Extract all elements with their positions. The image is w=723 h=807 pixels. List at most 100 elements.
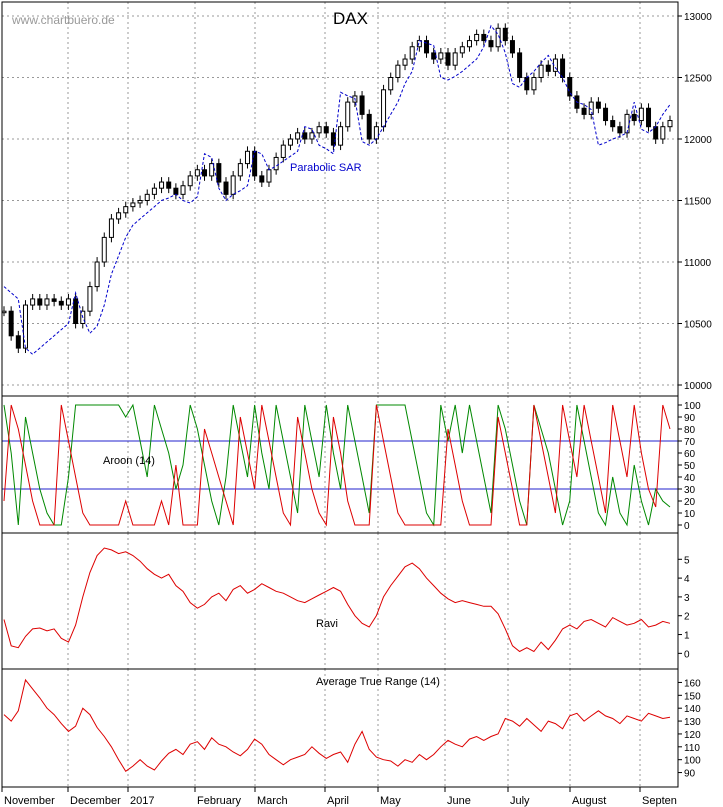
price-candle	[660, 126, 666, 140]
price-candle	[617, 126, 623, 134]
price-candle	[466, 40, 472, 48]
ytick-label: 10000	[684, 381, 712, 392]
price-candle	[116, 212, 122, 220]
price-candle	[638, 107, 644, 122]
ytick-label: 30	[684, 485, 696, 496]
price-candle	[252, 150, 258, 177]
price-candle	[402, 58, 408, 66]
price-candle	[273, 156, 279, 171]
ytick-label: 70	[684, 437, 696, 448]
price-candle	[230, 175, 236, 195]
ytick-label: 160	[684, 678, 701, 689]
xtick-label: August	[572, 795, 606, 807]
ytick-label: 2	[684, 612, 690, 623]
price-candle	[280, 144, 286, 158]
ytick-label: 10	[684, 509, 696, 520]
price-candle	[295, 132, 301, 140]
price-candle	[524, 77, 530, 91]
price-candle	[108, 218, 114, 238]
price-candle	[287, 138, 293, 146]
ytick-label: 140	[684, 704, 701, 715]
price-candle	[531, 77, 537, 91]
price-candle	[445, 52, 451, 66]
price-candle	[1, 310, 7, 314]
price-candle	[30, 298, 36, 306]
ytick-label: 13000	[684, 12, 712, 23]
ytick-label: 100	[684, 756, 701, 767]
price-candle	[495, 27, 501, 48]
price-candle	[452, 52, 458, 66]
price-candle	[424, 40, 430, 54]
ytick-label: 120	[684, 730, 701, 741]
ytick-label: 20	[684, 497, 696, 508]
ytick-label: 12500	[684, 74, 712, 85]
price-candle	[359, 95, 365, 115]
price-candle	[94, 261, 100, 288]
xtick-label: February	[197, 795, 242, 807]
ytick-label: 1	[684, 631, 690, 642]
price-candle	[144, 193, 150, 202]
ravi-line	[3, 547, 671, 653]
price-candle	[123, 206, 129, 214]
price-candle	[323, 126, 329, 134]
xtick-label: April	[327, 795, 349, 807]
price-candle	[653, 126, 659, 140]
price-candle	[624, 113, 630, 134]
price-candle	[610, 120, 616, 128]
price-candle	[509, 40, 515, 54]
price-candle	[330, 132, 336, 146]
price-candle	[481, 33, 487, 42]
price-candle	[202, 169, 208, 177]
ravi-label: Ravi	[316, 618, 338, 630]
aroon-up-line	[3, 403, 671, 527]
price-candle	[381, 89, 387, 128]
price-candle	[316, 126, 322, 134]
xtick-label: December	[70, 795, 121, 807]
price-candle	[209, 163, 215, 177]
price-candle	[216, 163, 222, 183]
price-candle	[409, 46, 415, 60]
price-candle	[667, 120, 673, 128]
ytick-label: 11000	[684, 258, 712, 269]
atr-label: Average True Range (14)	[316, 676, 440, 688]
price-candle	[130, 202, 136, 208]
ytick-label: 10500	[684, 320, 712, 331]
price-candle	[166, 181, 172, 189]
chart-title: DAX	[333, 9, 368, 28]
xtick-label: November	[4, 795, 55, 807]
price-candle	[151, 187, 157, 195]
price-candle	[223, 181, 229, 195]
price-candle	[37, 298, 43, 306]
price-candle	[259, 175, 265, 183]
ytick-label: 11500	[684, 197, 712, 208]
price-candle	[244, 150, 250, 165]
price-candle	[538, 64, 544, 78]
price-candle	[44, 298, 50, 306]
ytick-label: 100	[684, 401, 701, 412]
xtick-label: Septen	[642, 795, 677, 807]
price-candle	[345, 101, 351, 128]
price-candle	[187, 175, 193, 187]
xtick-label: June	[447, 795, 471, 807]
xtick-label: May	[380, 795, 401, 807]
price-candle	[603, 107, 609, 122]
price-candle	[459, 46, 465, 54]
price-candle	[237, 163, 243, 177]
ytick-label: 50	[684, 461, 696, 472]
price-candle	[646, 107, 652, 128]
price-candle	[581, 107, 587, 115]
price-candle	[338, 126, 344, 146]
tick-layer: 1000010500110001150012000125001300001020…	[1, 12, 712, 807]
price-candle	[502, 27, 508, 42]
price-candle	[58, 300, 64, 306]
ytick-label: 60	[684, 449, 696, 460]
price-candle	[65, 298, 71, 306]
price-candle	[388, 77, 394, 91]
price-candle	[22, 304, 28, 349]
ytick-label: 130	[684, 717, 701, 728]
aroon-down-line	[3, 404, 671, 527]
xtick-label: 2017	[130, 795, 154, 807]
sar-annotation: Parabolic SAR	[290, 162, 362, 174]
xtick-label: March	[257, 795, 288, 807]
grid-layer	[2, 2, 678, 787]
